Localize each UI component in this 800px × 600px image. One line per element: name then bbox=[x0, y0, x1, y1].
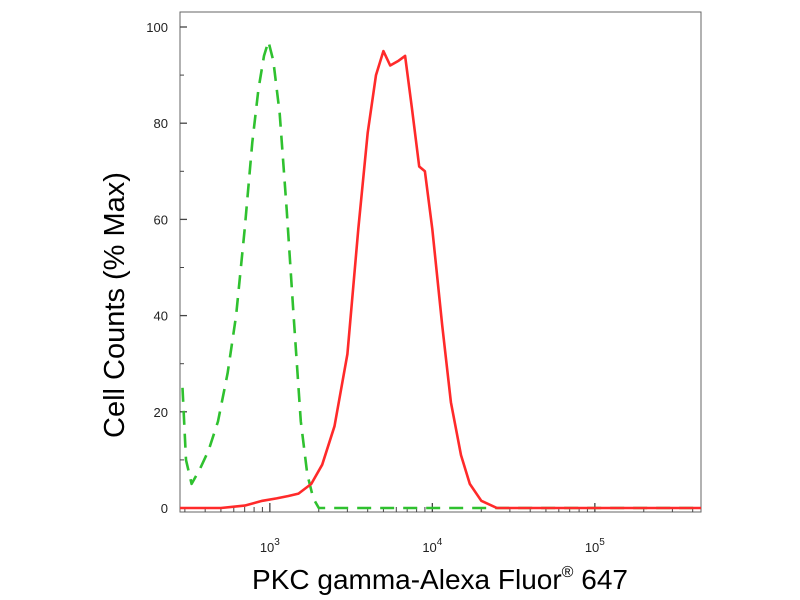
x-tick-label: 105 bbox=[585, 537, 605, 555]
x-tick-label-exponent: 3 bbox=[274, 537, 280, 548]
x-tick-label-base: 10 bbox=[260, 540, 274, 555]
x-axis-title-tail: 647 bbox=[573, 564, 628, 595]
x-tick-label-exponent: 4 bbox=[437, 537, 443, 548]
solid-red-series-line bbox=[180, 51, 701, 508]
dashed-green-series-line bbox=[183, 41, 702, 508]
y-axis-title: Cell Counts (% Max) bbox=[99, 172, 131, 438]
x-tick-label: 103 bbox=[260, 537, 280, 555]
x-tick-label-exponent: 5 bbox=[599, 537, 605, 548]
data-series bbox=[180, 41, 701, 508]
x-axis-title-registered-mark: ® bbox=[562, 564, 574, 581]
x-tick-label: 104 bbox=[422, 537, 442, 555]
x-tick-label-base: 10 bbox=[585, 540, 599, 555]
y-tick-label: 0 bbox=[161, 501, 168, 516]
y-axis: 0 20 40 60 80 100 bbox=[146, 20, 187, 516]
x-axis: 103 104 105 bbox=[185, 503, 693, 555]
y-tick-label: 60 bbox=[154, 212, 168, 227]
y-tick-label: 80 bbox=[154, 116, 168, 131]
plot-frame bbox=[180, 12, 701, 512]
x-tick-label-base: 10 bbox=[422, 540, 436, 555]
y-tick-label: 100 bbox=[146, 20, 168, 35]
y-tick-label: 40 bbox=[154, 309, 168, 324]
x-axis-title: PKC gamma-Alexa Fluor® 647 bbox=[252, 564, 628, 595]
x-axis-title-main: PKC gamma-Alexa Fluor bbox=[252, 564, 562, 595]
y-tick-label: 20 bbox=[154, 405, 168, 420]
